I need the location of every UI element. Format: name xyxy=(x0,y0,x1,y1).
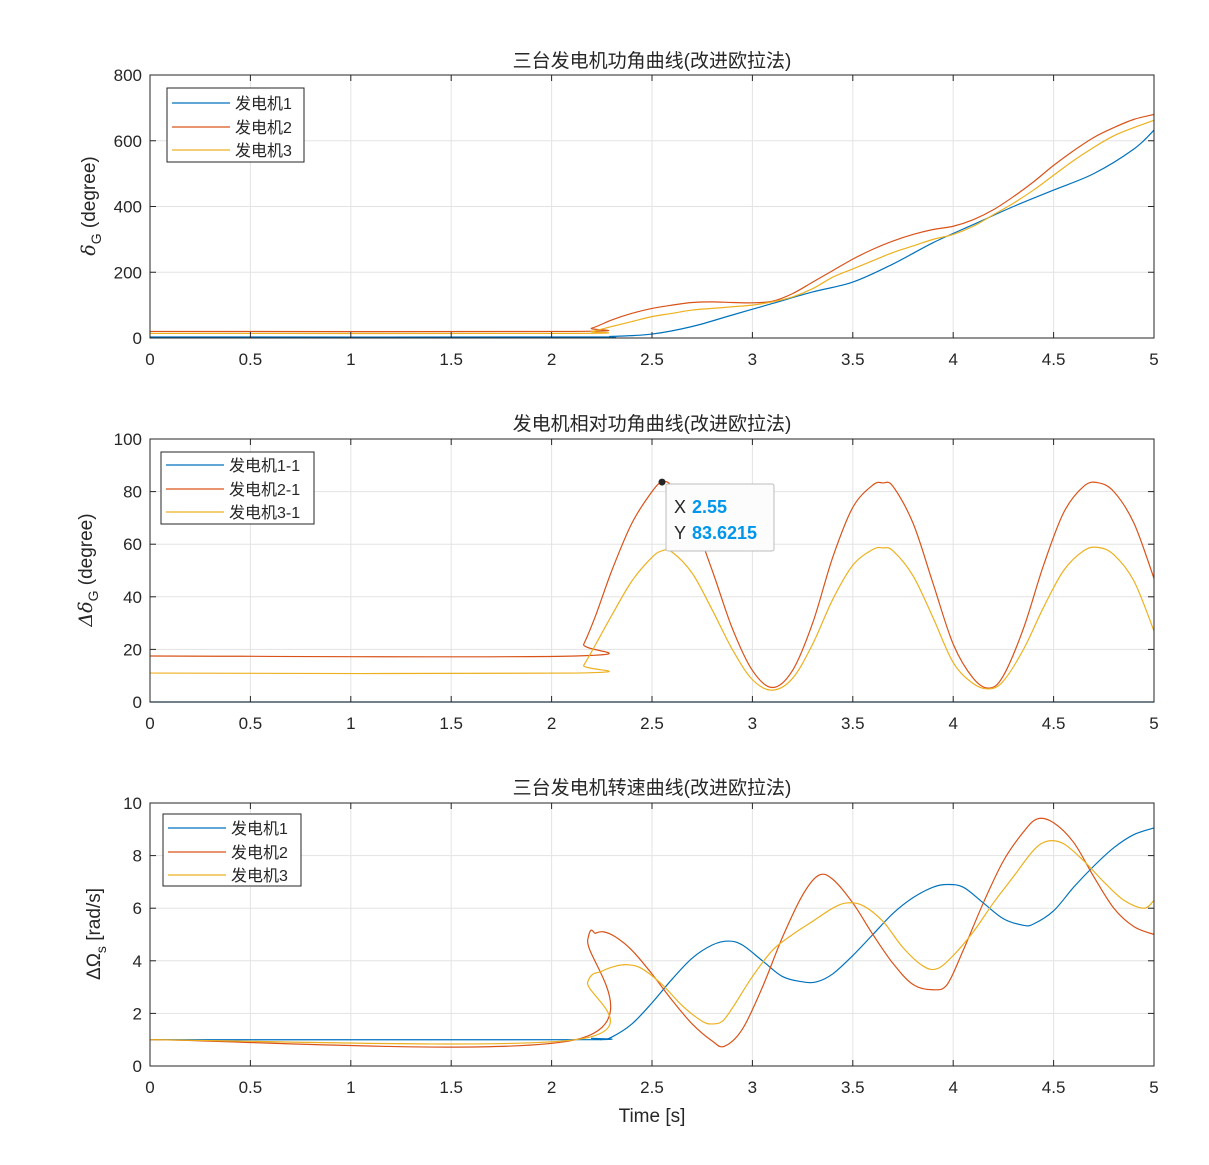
series-line xyxy=(149,113,1155,333)
y-tick-label: 4 xyxy=(133,952,142,971)
series-line xyxy=(149,817,1155,1048)
x-tick-label: 4.5 xyxy=(1042,350,1066,369)
grid xyxy=(150,439,1154,702)
legend-entry: 发电机1 xyxy=(231,820,288,838)
legend-entry: 发电机1 xyxy=(235,95,292,113)
data-tip-box xyxy=(665,483,775,552)
x-tick-label: 2.5 xyxy=(640,1078,664,1097)
series-line xyxy=(149,840,1155,1045)
legend-entry: 发电机1-1 xyxy=(229,457,300,475)
y-tick-label: 10 xyxy=(123,794,142,813)
series-line xyxy=(149,546,1155,691)
grid xyxy=(150,75,1154,338)
legend-entry: 发电机3-1 xyxy=(229,504,300,522)
y-tick-label: 0 xyxy=(133,693,142,712)
y-tick-label: 600 xyxy=(114,132,142,151)
chart-power-angle: 三台发电机功角曲线(改进欧拉法) 0 0.5 1 1.5 2 2.5 3 3.5 4 4.5 5 0 2… xyxy=(78,50,1159,369)
y-tick-label: 800 xyxy=(114,66,142,85)
chart-relative-power-angle: 发电机相对功角曲线(改进欧拉法) 0 0.5 1 1.5 2 2.5 3 3.5 4 4.5 5 0 2… xyxy=(75,413,1159,733)
y-tick-label: 80 xyxy=(123,483,142,502)
x-tick-label: 1 xyxy=(346,1078,355,1097)
x-tick-label: 2 xyxy=(547,1078,556,1097)
x-tick-label: 2 xyxy=(547,350,556,369)
legend-entry: 发电机3 xyxy=(231,867,288,885)
x-tick-label: 4.5 xyxy=(1042,714,1066,733)
tick-labels: 0 0.5 1 1.5 2 2.5 3 3.5 4 4.5 5 0 2 4 6 8 10 xyxy=(123,794,1159,1097)
x-tick-label: 0.5 xyxy=(239,1078,263,1097)
y-tick-label: 40 xyxy=(123,588,142,607)
data-tip-marker[interactable] xyxy=(658,478,666,486)
y-axis-label: ΔΩs [rad/s] xyxy=(84,888,109,980)
legend[interactable]: 发电机1 发电机2 发电机3 xyxy=(162,813,302,887)
y-tick-label: 0 xyxy=(133,329,142,348)
y-tick-label: 0 xyxy=(133,1057,142,1076)
x-tick-label: 0 xyxy=(145,1078,154,1097)
y-tick-label: 200 xyxy=(114,263,142,282)
chart-title: 发电机相对功角曲线(改进欧拉法) xyxy=(513,413,792,435)
series-line xyxy=(149,119,1155,335)
legend-entry: 发电机2 xyxy=(235,119,292,137)
legend-entry: 发电机3 xyxy=(235,142,292,160)
chart-title: 三台发电机转速曲线(改进欧拉法) xyxy=(513,777,792,799)
chart-title: 三台发电机功角曲线(改进欧拉法) xyxy=(513,50,792,72)
x-tick-label: 5 xyxy=(1149,714,1158,733)
y-tick-label: 2 xyxy=(133,1004,142,1023)
x-tick-label: 1 xyxy=(346,350,355,369)
x-tick-label: 2.5 xyxy=(640,350,664,369)
legend[interactable]: 发电机1-1 发电机2-1 发电机3-1 xyxy=(160,451,315,525)
y-tick-label: 6 xyxy=(133,899,142,918)
x-tick-label: 2 xyxy=(547,714,556,733)
y-tick-label: 60 xyxy=(123,535,142,554)
x-tick-label: 2.5 xyxy=(640,714,664,733)
x-tick-label: 3.5 xyxy=(841,350,865,369)
x-tick-label: 0.5 xyxy=(239,350,263,369)
x-tick-label: 3 xyxy=(748,1078,757,1097)
legend-entry: 发电机2-1 xyxy=(229,481,300,499)
series-lines xyxy=(149,113,1155,338)
x-tick-label: 3.5 xyxy=(841,1078,865,1097)
legend[interactable]: 发电机1 发电机2 发电机3 xyxy=(166,87,305,163)
x-tick-label: 1.5 xyxy=(439,714,463,733)
x-tick-label: 1.5 xyxy=(439,1078,463,1097)
grid xyxy=(150,803,1154,1066)
x-tick-label: 1.5 xyxy=(439,350,463,369)
tick-labels: 0 0.5 1 1.5 2 2.5 3 3.5 4 4.5 5 0 20 40 60 80 100 xyxy=(114,430,1159,733)
legend-box xyxy=(162,813,302,887)
x-tick-label: 4 xyxy=(948,350,957,369)
series-line xyxy=(149,480,1155,689)
data-tip-y-label: Y xyxy=(674,523,686,543)
x-tick-label: 3 xyxy=(748,350,757,369)
x-tick-label: 0.5 xyxy=(239,714,263,733)
legend-entry: 发电机2 xyxy=(231,844,288,862)
x-tick-label: 3 xyxy=(748,714,757,733)
data-tip-y-value: 83.6215 xyxy=(692,523,757,543)
y-tick-label: 100 xyxy=(114,430,142,449)
x-axis-label: Time [s] xyxy=(619,1106,686,1127)
chart-speed: 三台发电机转速曲线(改进欧拉法) 0 0.5 1 1.5 2 2.5 3 3.5 4 4.5 5 0 2… xyxy=(84,777,1159,1127)
x-tick-label: 1 xyxy=(346,714,355,733)
y-tick-label: 20 xyxy=(123,640,142,659)
x-tick-label: 4 xyxy=(948,1078,957,1097)
x-tick-label: 3.5 xyxy=(841,714,865,733)
y-tick-label: 8 xyxy=(133,847,142,866)
x-tick-label: 4.5 xyxy=(1042,1078,1066,1097)
series-line xyxy=(149,129,1155,338)
series-lines xyxy=(149,817,1155,1048)
y-axis-label: δG (degree) xyxy=(78,156,104,255)
tick-labels: 0 0.5 1 1.5 2 2.5 3 3.5 4 4.5 5 0 200 400 600 800 xyxy=(114,66,1159,369)
series-line xyxy=(149,827,1155,1041)
data-tip-x-label: X xyxy=(674,497,686,517)
data-tip-x-value: 2.55 xyxy=(692,497,727,517)
data-tip[interactable]: X 2.55 Y 83.6215 xyxy=(658,478,775,552)
x-tick-label: 5 xyxy=(1149,350,1158,369)
x-tick-label: 5 xyxy=(1149,1078,1158,1097)
y-axis-label: ΔδG (degree) xyxy=(75,513,101,627)
x-tick-label: 0 xyxy=(145,350,154,369)
x-tick-label: 0 xyxy=(145,714,154,733)
x-tick-label: 4 xyxy=(948,714,957,733)
y-tick-label: 400 xyxy=(114,198,142,217)
